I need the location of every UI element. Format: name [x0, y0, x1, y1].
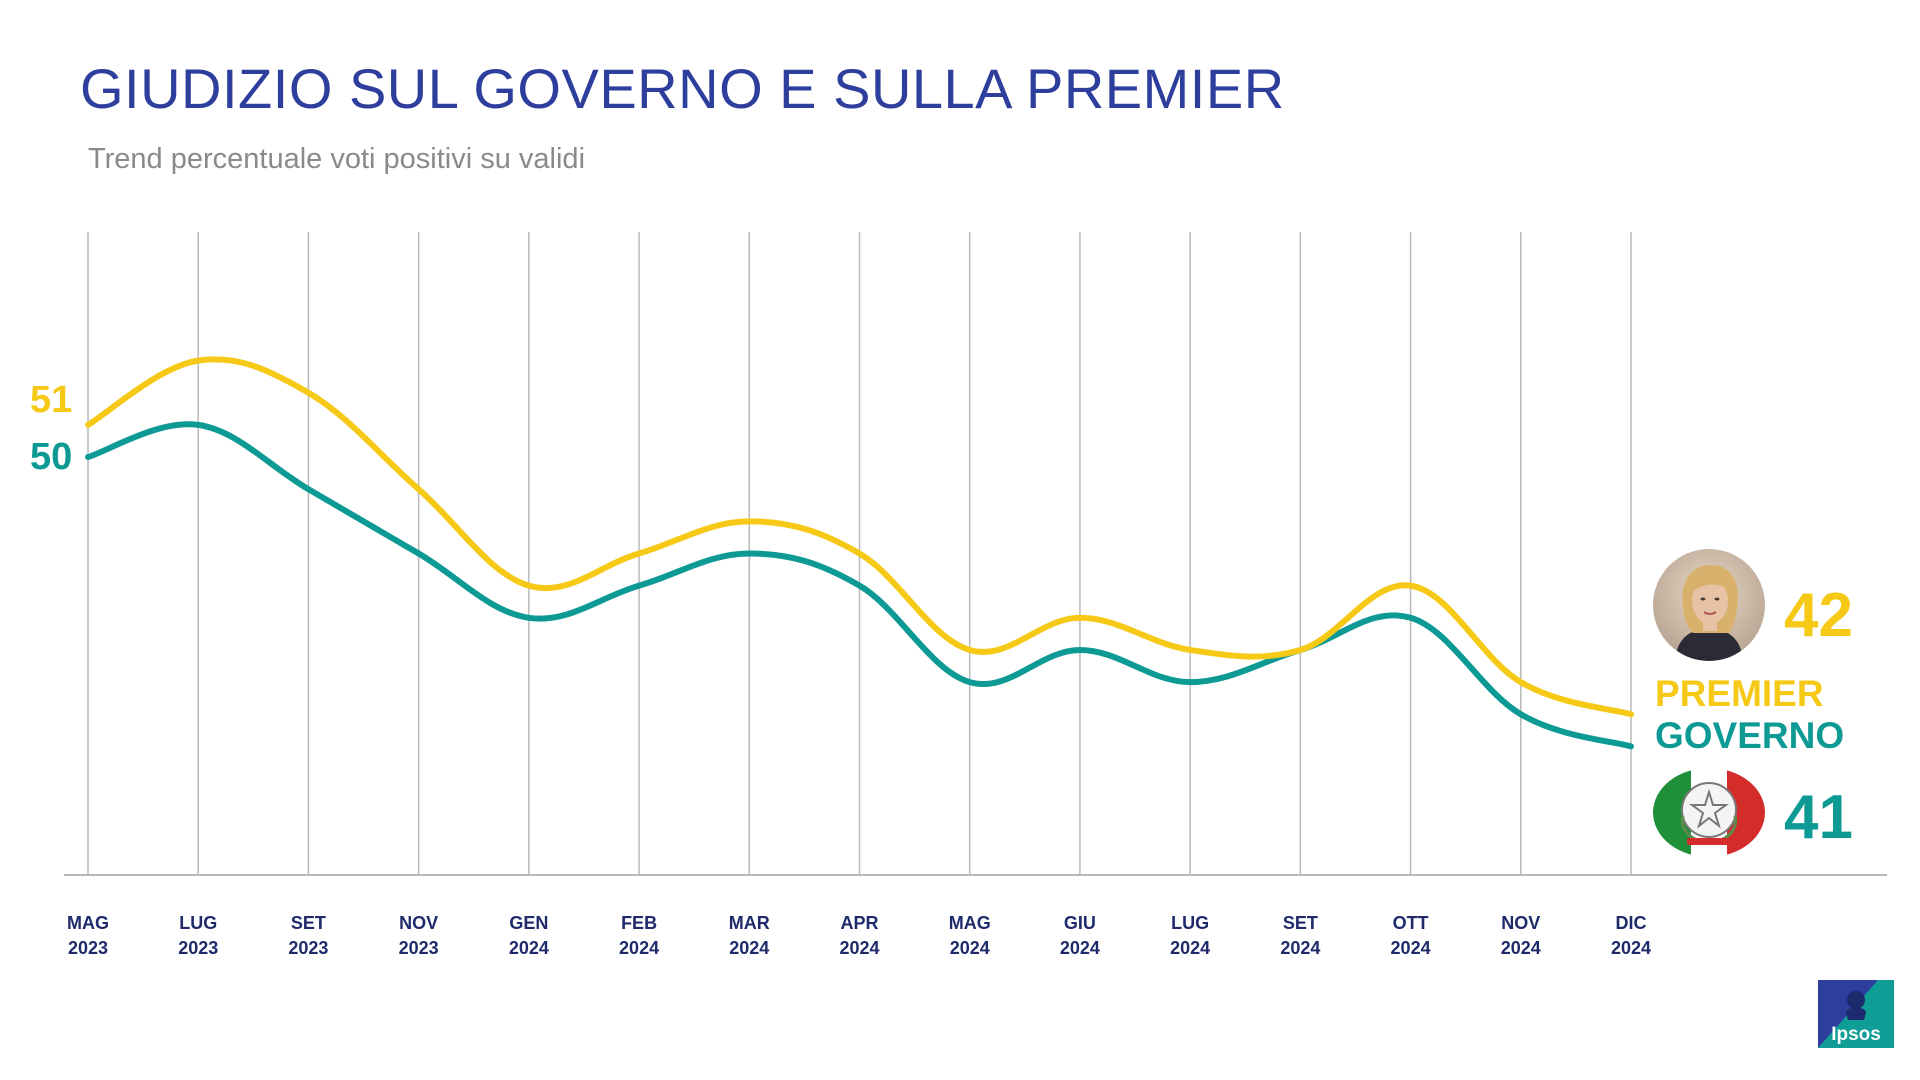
x-tick-label: FEB 2024	[619, 913, 659, 958]
x-tick-label: SET 2023	[288, 913, 328, 958]
x-tick-label: NOV 2023	[399, 913, 439, 958]
x-tick-label: NOV 2024	[1501, 913, 1541, 958]
x-tick-label: LUG 2023	[178, 913, 218, 958]
x-tick-labels: MAG 2023 LUG 2023 SET 2023 NOV 2023 GEN 2024 FEB 20…	[67, 913, 1651, 958]
page-title: GIUDIZIO SUL GOVERNO E SULLA PREMIER	[80, 57, 1285, 120]
x-tick-label: GEN 2024	[509, 913, 549, 958]
x-tick-label: SET 2024	[1280, 913, 1320, 958]
ipsos-logo-icon: Ipsos	[1818, 980, 1894, 1048]
x-tick-label: GIU 2024	[1060, 913, 1100, 958]
governo-line	[85, 421, 1634, 750]
x-tick-label: LUG 2024	[1170, 913, 1210, 958]
governo-end-value: 41	[1784, 783, 1853, 852]
x-tick-label: DIC 2024	[1611, 913, 1651, 958]
italian-republic-emblem-icon	[1653, 768, 1765, 857]
premier-portrait-icon	[1653, 549, 1765, 661]
x-tick-label: OTT 2024	[1391, 913, 1431, 958]
governo-start-value: 50	[30, 436, 73, 478]
premier-end-value: 42	[1784, 581, 1853, 650]
premier-series-label: PREMIER	[1655, 673, 1824, 714]
x-tick-label: MAG 2024	[949, 913, 991, 958]
premier-start-value: 51	[30, 379, 73, 421]
page-subtitle: Trend percentuale voti positivi su valid…	[88, 143, 586, 175]
x-tick-label: MAR 2024	[729, 913, 770, 958]
governo-series-label: GOVERNO	[1655, 715, 1845, 756]
premier-line	[85, 356, 1634, 718]
series-lines	[85, 356, 1634, 750]
x-tick-label: MAG 2023	[67, 913, 109, 958]
x-tick-label: APR 2024	[839, 913, 879, 958]
brand-name: Ipsos	[1831, 1024, 1881, 1045]
